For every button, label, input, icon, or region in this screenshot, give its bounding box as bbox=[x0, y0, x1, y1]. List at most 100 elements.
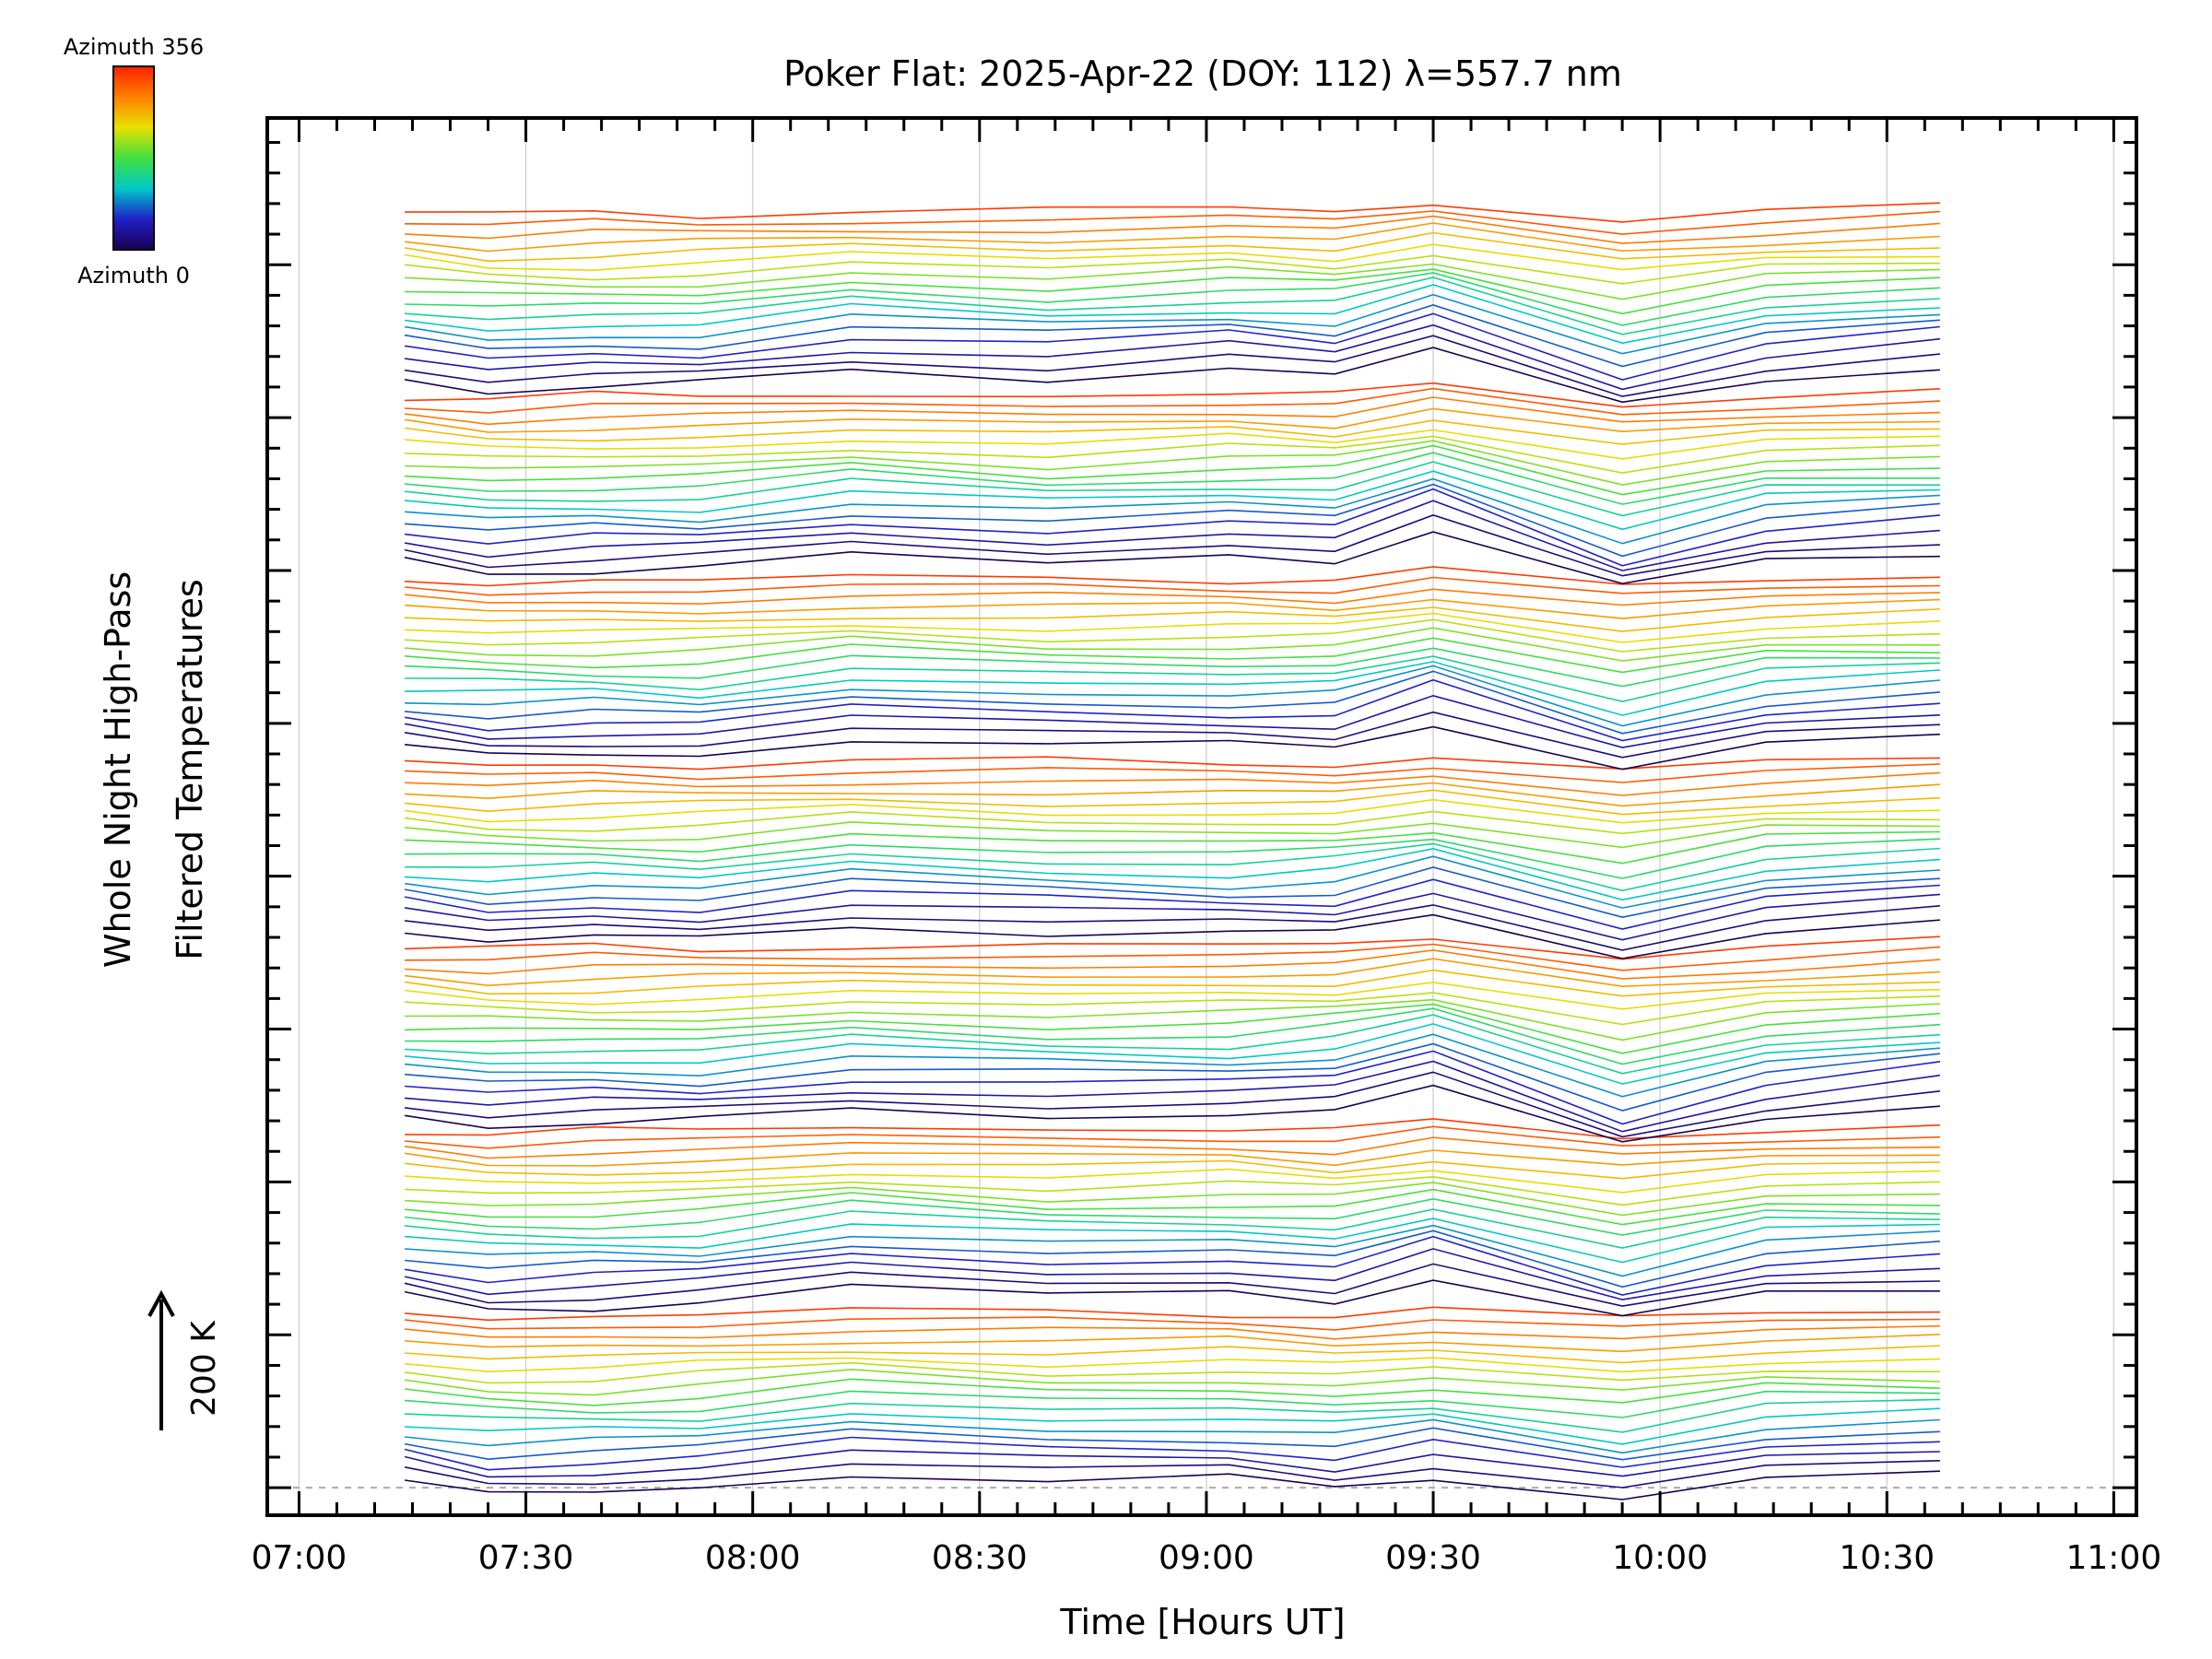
series-line bbox=[405, 1003, 1940, 1054]
colorbar bbox=[112, 65, 155, 251]
series-line bbox=[405, 763, 1940, 783]
series-line bbox=[404, 1449, 1940, 1478]
series-line bbox=[405, 435, 1940, 474]
series-line bbox=[405, 665, 1940, 727]
series-line bbox=[405, 1218, 1940, 1264]
series-line bbox=[405, 821, 1940, 849]
series-line bbox=[405, 782, 1940, 807]
colorbar-bottom-label: Azimuth 0 bbox=[77, 263, 190, 288]
series-line bbox=[405, 1334, 1940, 1353]
series-line bbox=[405, 1042, 1940, 1112]
scale-arrow-head bbox=[147, 1289, 175, 1317]
x-tick-label: 10:00 bbox=[1612, 1539, 1708, 1577]
x-tick-label: 08:30 bbox=[932, 1539, 1028, 1577]
series-line bbox=[404, 514, 1940, 577]
x-axis-label: Time [Hours UT] bbox=[1059, 1602, 1345, 1642]
series-line bbox=[405, 429, 1940, 460]
series-line bbox=[405, 913, 1940, 959]
series-line bbox=[405, 276, 1940, 335]
series-line bbox=[405, 992, 1940, 1026]
series-line bbox=[404, 293, 1940, 355]
series-line bbox=[405, 842, 1940, 892]
series-line bbox=[405, 477, 1940, 545]
scale-bar-label: 200 K bbox=[185, 1320, 223, 1417]
series-line bbox=[404, 1149, 1940, 1167]
series-line bbox=[404, 1136, 1940, 1159]
series-line bbox=[404, 969, 1940, 997]
x-tick-label: 09:30 bbox=[1385, 1539, 1481, 1577]
series-line bbox=[405, 1306, 1940, 1322]
series-line bbox=[404, 419, 1940, 445]
series-line bbox=[405, 1398, 1940, 1433]
series-line bbox=[404, 1460, 1940, 1488]
series-line bbox=[405, 576, 1940, 596]
series-line bbox=[404, 335, 1940, 397]
series-line bbox=[404, 810, 1940, 835]
series-line bbox=[404, 500, 1940, 571]
series-line bbox=[404, 284, 1940, 345]
y-axis-label-line1: Whole Night High-Pass bbox=[98, 571, 138, 968]
series-line bbox=[404, 1427, 1940, 1461]
series-line bbox=[405, 461, 1940, 517]
series-line bbox=[405, 396, 1940, 426]
series-line bbox=[405, 1159, 1940, 1180]
series-line bbox=[405, 1182, 1940, 1217]
series-line bbox=[405, 1208, 1940, 1249]
series-line bbox=[404, 243, 1940, 272]
series-line bbox=[405, 847, 1940, 901]
vertical-grid bbox=[298, 118, 2115, 1515]
series-line bbox=[405, 1197, 1940, 1236]
series-line bbox=[405, 263, 1940, 300]
series-line bbox=[405, 612, 1940, 643]
x-tick-label: 07:30 bbox=[478, 1539, 574, 1577]
series-line bbox=[405, 618, 1940, 653]
series-line bbox=[404, 1279, 1940, 1317]
series-line bbox=[405, 1345, 1940, 1364]
series-line bbox=[404, 231, 1940, 263]
x-tick-label: 10:30 bbox=[1839, 1539, 1935, 1577]
series-line bbox=[405, 627, 1940, 662]
series-line bbox=[405, 1007, 1940, 1065]
x-tick-label: 11:00 bbox=[2066, 1539, 2162, 1577]
series-line bbox=[405, 958, 1940, 988]
series-line bbox=[404, 678, 1940, 742]
series-line bbox=[405, 387, 1940, 416]
axis-ticks bbox=[267, 118, 2136, 1515]
series-line bbox=[405, 725, 1940, 771]
series-line bbox=[405, 1033, 1940, 1098]
series-line bbox=[405, 1188, 1940, 1226]
series-line bbox=[405, 637, 1940, 674]
series-line bbox=[405, 670, 1940, 735]
series-line bbox=[405, 1125, 1940, 1149]
series-line bbox=[405, 1023, 1940, 1085]
series-line bbox=[405, 935, 1940, 960]
series-line bbox=[404, 711, 1940, 759]
series-line bbox=[404, 531, 1940, 585]
series-line bbox=[405, 949, 1940, 980]
x-tick-label: 07:00 bbox=[252, 1539, 347, 1577]
series-line bbox=[405, 1014, 1940, 1075]
chart-title: Poker Flat: 2025-Apr-22 (DOY: 112) λ=557… bbox=[783, 53, 1622, 94]
series-line bbox=[405, 488, 1940, 567]
series-line bbox=[405, 210, 1940, 235]
series-line bbox=[405, 606, 1940, 632]
series-line bbox=[404, 312, 1940, 381]
series-group bbox=[404, 202, 1941, 1500]
series-line bbox=[404, 694, 1940, 748]
series-line bbox=[405, 598, 1940, 619]
series-line bbox=[405, 756, 1940, 771]
x-tick-labels: 07:00 07:30 08:00 08:30 09:00 09:30 10:00 10:30… bbox=[252, 1539, 2162, 1577]
series-line bbox=[405, 566, 1940, 587]
series-line bbox=[405, 771, 1940, 796]
series-line bbox=[405, 1357, 1940, 1373]
series-line bbox=[405, 1175, 1940, 1206]
series-line bbox=[405, 904, 1940, 951]
series-line bbox=[405, 789, 1940, 816]
series-line bbox=[404, 1470, 1940, 1500]
series-line bbox=[404, 892, 1940, 941]
series-line bbox=[405, 452, 1940, 505]
series-line bbox=[404, 1235, 1940, 1296]
series-line bbox=[405, 272, 1940, 326]
series-line bbox=[404, 1368, 1940, 1396]
